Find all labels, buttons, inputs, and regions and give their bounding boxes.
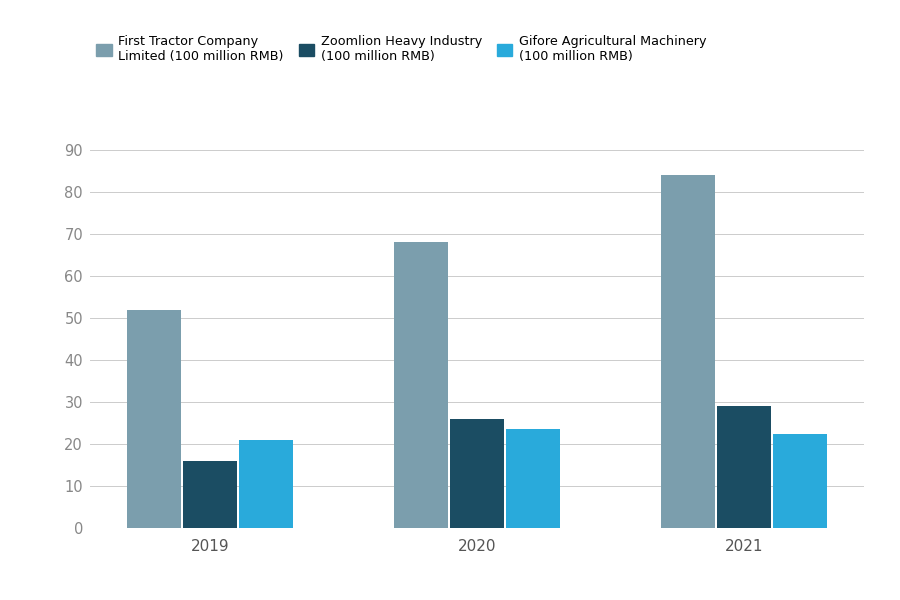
Bar <box>184 461 237 528</box>
Bar <box>773 433 826 528</box>
Bar <box>507 430 560 528</box>
Bar <box>450 419 504 528</box>
Bar <box>662 175 715 528</box>
Legend: First Tractor Company
Limited (100 million RMB), Zoomlion Heavy Industry
(100 mi: First Tractor Company Limited (100 milli… <box>96 35 706 64</box>
Bar <box>394 242 447 528</box>
Bar <box>128 310 181 528</box>
Bar <box>717 406 770 528</box>
Bar <box>239 440 292 528</box>
